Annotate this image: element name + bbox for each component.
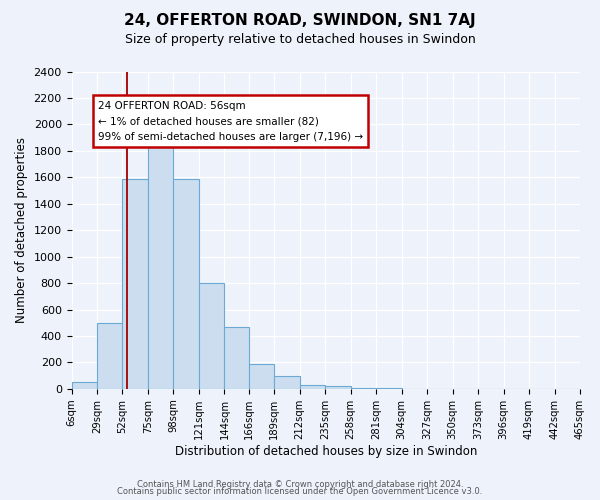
Bar	[300, 385, 325, 389]
Bar	[173, 180, 199, 389]
Bar	[325, 386, 350, 389]
Bar	[97, 322, 122, 389]
Bar	[350, 388, 376, 389]
Bar	[224, 326, 249, 389]
Text: Size of property relative to detached houses in Swindon: Size of property relative to detached ho…	[125, 32, 475, 46]
Text: Contains HM Land Registry data © Crown copyright and database right 2024.: Contains HM Land Registry data © Crown c…	[137, 480, 463, 489]
Text: Contains public sector information licensed under the Open Government Licence v3: Contains public sector information licen…	[118, 488, 482, 496]
X-axis label: Distribution of detached houses by size in Swindon: Distribution of detached houses by size …	[175, 444, 477, 458]
Text: 24 OFFERTON ROAD: 56sqm
← 1% of detached houses are smaller (82)
99% of semi-det: 24 OFFERTON ROAD: 56sqm ← 1% of detached…	[98, 100, 363, 142]
Y-axis label: Number of detached properties: Number of detached properties	[15, 137, 28, 323]
Bar	[199, 283, 224, 389]
Bar	[274, 376, 300, 389]
Bar	[71, 382, 97, 389]
Bar	[122, 180, 148, 389]
Bar	[148, 131, 173, 389]
Bar	[249, 364, 274, 389]
Text: 24, OFFERTON ROAD, SWINDON, SN1 7AJ: 24, OFFERTON ROAD, SWINDON, SN1 7AJ	[124, 12, 476, 28]
